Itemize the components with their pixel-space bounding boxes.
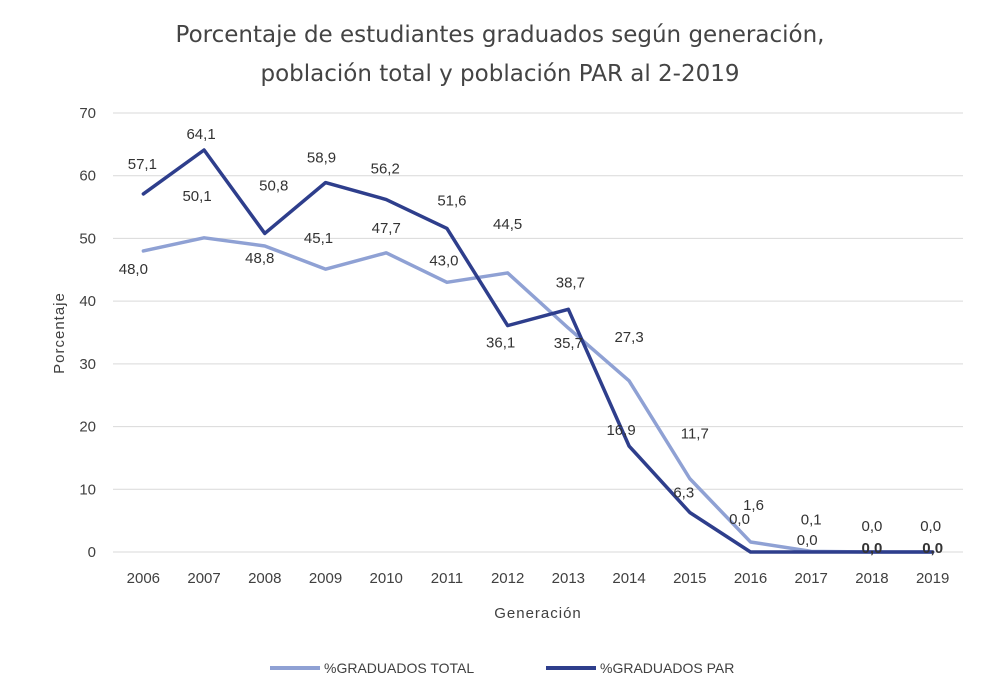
x-tick-label: 2013	[552, 570, 585, 587]
x-tick-label: 2015	[673, 570, 706, 587]
data-label-total: 43,0	[429, 252, 458, 269]
x-tick-label: 2018	[855, 570, 888, 587]
data-label-par: 16,9	[606, 422, 635, 439]
data-label-par: 0,0	[922, 540, 943, 557]
x-tick-label: 2008	[248, 570, 281, 587]
data-label-par: 36,1	[486, 335, 515, 352]
series-lines	[141, 148, 935, 554]
chart-title-line-1: Porcentaje de estudiantes graduados segú…	[176, 22, 825, 48]
data-label-total: 47,7	[372, 220, 401, 237]
y-tick-label: 40	[79, 293, 96, 310]
data-label-total: 50,1	[182, 188, 211, 205]
x-tick-label: 2006	[127, 570, 160, 587]
data-label-par: 6,3	[673, 484, 694, 501]
data-label-par: 0,0	[861, 540, 882, 557]
x-axis-title: Generación	[494, 605, 582, 622]
legend-label-graduados-total: %GRADUADOS TOTAL	[324, 660, 474, 676]
data-label-par: 64,1	[186, 126, 215, 143]
data-label-total: 0,0	[920, 518, 941, 535]
x-tick-label: 2014	[612, 570, 645, 587]
legend: %GRADUADOS TOTAL %GRADUADOS PAR	[270, 660, 734, 676]
x-axis-ticks: 2006 2007 2008 2009 2010 2011 2012 2013 2014 2015…	[127, 570, 950, 587]
data-label-par: 51,6	[437, 192, 466, 209]
x-tick-label: 2010	[370, 570, 403, 587]
data-label-par: 58,9	[307, 150, 336, 167]
data-label-total: 48,8	[245, 250, 274, 267]
data-label-par: 57,1	[128, 156, 157, 173]
y-axis-title: Porcentaje	[51, 292, 68, 374]
data-label-par: 38,7	[556, 274, 585, 291]
data-label-par: 0,0	[797, 532, 818, 549]
y-tick-label: 10	[79, 481, 96, 498]
x-tick-label: 2011	[431, 570, 463, 587]
data-label-par: 56,2	[371, 161, 400, 178]
data-label-total: 0,0	[861, 518, 882, 535]
gridlines	[113, 112, 963, 553]
x-tick-label: 2009	[309, 570, 342, 587]
data-label-total: 0,1	[801, 511, 822, 528]
data-label-par: 0,0	[729, 511, 750, 528]
data-labels: 48,0 50,1 48,8 45,1 47,7 43,0 44,5 35,7 27,3 11,7…	[119, 126, 943, 557]
chart-title-line-2: población total y población PAR al 2-201…	[260, 61, 739, 87]
x-tick-label: 2007	[187, 570, 220, 587]
data-label-total: 35,7	[554, 335, 583, 352]
data-label-total: 48,0	[119, 261, 148, 278]
x-tick-label: 2012	[491, 570, 524, 587]
legend-label-graduados-par: %GRADUADOS PAR	[600, 660, 734, 676]
data-label-total: 44,5	[493, 216, 522, 233]
data-label-total: 45,1	[304, 230, 333, 247]
y-tick-label: 60	[79, 168, 96, 185]
y-tick-label: 0	[88, 544, 96, 561]
series-line-graduados-total	[141, 236, 935, 554]
x-tick-label: 2019	[916, 570, 949, 587]
series-line-graduados-par	[141, 148, 935, 554]
data-label-total: 27,3	[614, 329, 643, 346]
x-tick-label: 2016	[734, 570, 767, 587]
data-label-par: 50,8	[259, 177, 288, 194]
y-tick-label: 70	[79, 105, 96, 122]
y-tick-label: 20	[79, 419, 96, 436]
y-axis-ticks: 0 10 20 30 40 50 60 70	[79, 105, 96, 561]
y-tick-label: 30	[79, 356, 96, 373]
data-label-total: 11,7	[681, 426, 709, 443]
x-tick-label: 2017	[795, 570, 828, 587]
y-tick-label: 50	[79, 230, 96, 247]
data-label-total: 1,6	[743, 497, 764, 514]
